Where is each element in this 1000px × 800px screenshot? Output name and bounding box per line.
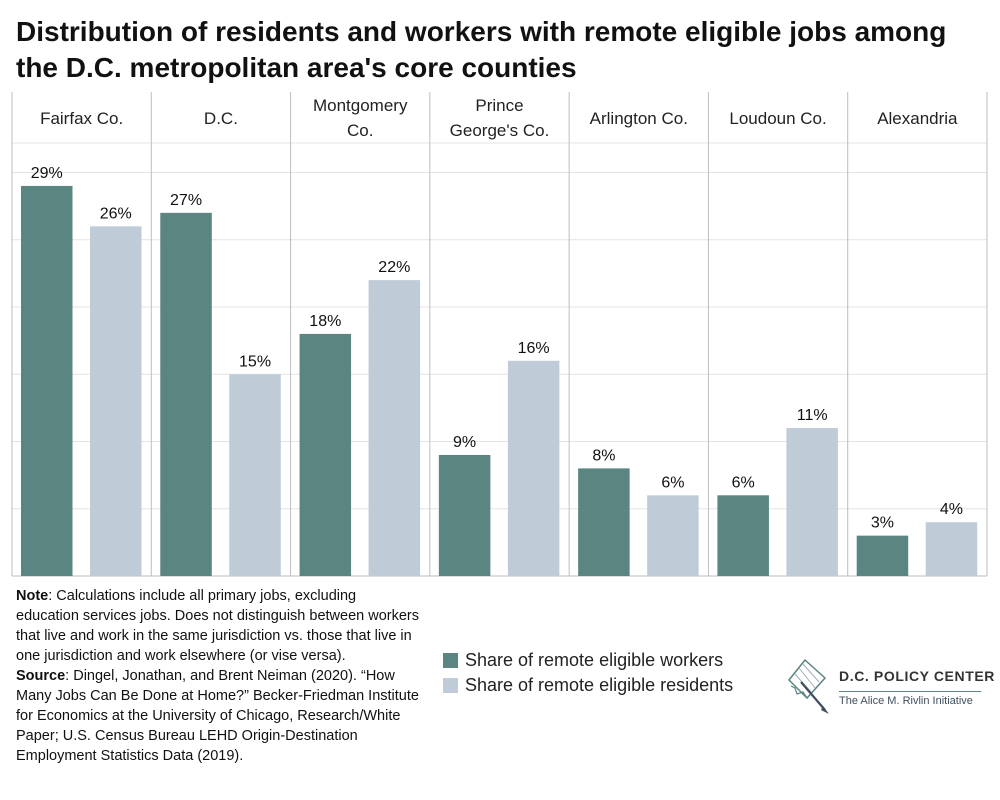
category-label: D.C. (204, 109, 238, 128)
bar-residents (368, 280, 421, 576)
bar-workers (856, 535, 909, 576)
legend-label-residents: Share of remote eligible residents (465, 675, 734, 695)
bar-workers (299, 333, 352, 576)
bar-workers (717, 495, 769, 576)
category-label: Prince George's Co. (450, 96, 550, 140)
legend-label-workers: Share of remote eligible workers (465, 650, 724, 670)
bar-workers (21, 185, 73, 576)
bar-residents (925, 522, 978, 576)
category-label: Arlington Co. (590, 109, 688, 128)
data-label: 29% (31, 165, 63, 182)
legend-item-residents: Share of remote eligible residents (443, 673, 733, 698)
panel-dividers (11, 92, 988, 577)
data-label: 11% (797, 407, 828, 424)
bar-residents (507, 360, 560, 576)
bar-residents (647, 495, 699, 576)
category-label: Montgomery Co. (313, 96, 408, 140)
legend-item-workers: Share of remote eligible workers (443, 648, 733, 673)
bar-workers (578, 468, 630, 576)
data-label: 26% (100, 205, 132, 222)
category-label: Fairfax Co. (40, 109, 123, 128)
bars (21, 185, 978, 577)
notes-block: Note: Calculations include all primary j… (16, 586, 421, 766)
source-paragraph: Source: Dingel, Jonathan, and Brent Neim… (16, 666, 421, 766)
legend-swatch-residents (443, 678, 458, 693)
logo-tagline: The Alice M. Rivlin Initiative (839, 695, 973, 707)
data-label: 6% (661, 474, 684, 491)
data-label: 15% (239, 353, 271, 370)
note-text: : Calculations include all primary jobs,… (16, 588, 419, 664)
bar-residents (229, 374, 281, 576)
category-label: Loudoun Co. (729, 109, 826, 128)
data-label: 16% (518, 340, 550, 357)
data-label: 4% (940, 501, 963, 518)
source-label: Source (16, 668, 66, 684)
data-label: 3% (871, 515, 894, 532)
note-label: Note (16, 588, 49, 604)
dc-map-pen-icon (787, 658, 829, 714)
data-label: 18% (309, 313, 341, 330)
bar-workers (438, 454, 491, 576)
bar-residents (90, 226, 142, 577)
category-headers: Fairfax Co. D.C. Montgomery Co. Prince George… (40, 96, 958, 140)
gridlines (12, 172, 987, 510)
data-label: 27% (170, 192, 202, 209)
note-paragraph: Note: Calculations include all primary j… (16, 586, 421, 666)
data-label: 22% (378, 259, 410, 276)
logo-name: D.C. POLICY CENTER (839, 668, 996, 684)
chart-title: Distribution of residents and workers wi… (16, 16, 947, 83)
legend-swatch-workers (443, 653, 458, 668)
data-label: 6% (732, 474, 755, 491)
bar-workers (160, 212, 212, 576)
data-label: 9% (453, 434, 476, 451)
bar-residents (786, 428, 838, 576)
chart-legend: Share of remote eligible workers Share o… (443, 648, 733, 698)
bar-chart: Fairfax Co. D.C. Montgomery Co. Prince George… (11, 92, 988, 577)
dc-policy-center-logo: D.C. POLICY CENTER The Alice M. Rivlin I… (785, 656, 994, 720)
logo-divider (839, 691, 981, 692)
data-labels: 29% 26% 27% 15% 18% 22% 9% 16% 8% 6% 6% 11% 3% 4% (31, 165, 963, 532)
source-text: : Dingel, Jonathan, and Brent Neiman (20… (16, 668, 419, 764)
data-label: 8% (592, 447, 615, 464)
category-label: Alexandria (877, 109, 958, 128)
